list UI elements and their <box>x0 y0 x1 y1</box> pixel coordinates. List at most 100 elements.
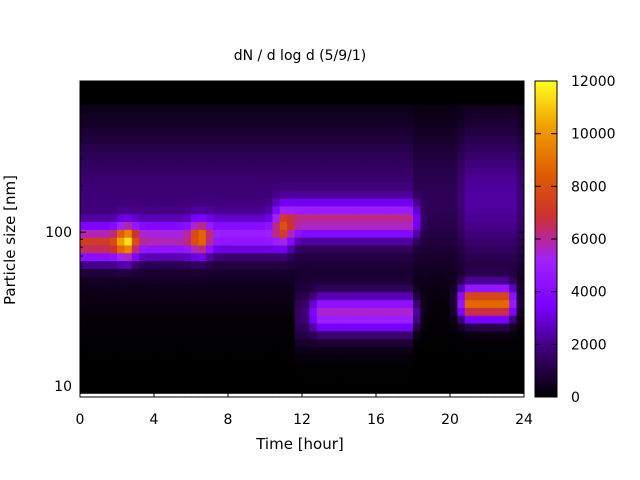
heatmap-cell <box>435 143 444 152</box>
heatmap-cell <box>464 330 473 340</box>
heatmap-cell <box>309 174 318 184</box>
heatmap-cell <box>324 244 333 254</box>
heatmap-cell <box>94 135 103 145</box>
heatmap-cell <box>117 338 125 347</box>
heatmap-cell <box>479 166 488 176</box>
heatmap-cell <box>235 322 244 332</box>
heatmap-cell <box>139 213 148 223</box>
heatmap-cell <box>235 135 244 145</box>
heatmap-cell <box>450 385 458 394</box>
heatmap-cell <box>464 166 473 176</box>
heatmap-cell <box>117 346 125 355</box>
heatmap-cell <box>457 283 466 293</box>
heatmap-cell <box>191 361 199 371</box>
heatmap-cell <box>368 135 377 145</box>
heatmap-cell <box>124 120 133 129</box>
heatmap-cell <box>265 307 273 316</box>
heatmap-cell <box>117 120 125 129</box>
heatmap-cell <box>272 361 281 371</box>
heatmap-cell <box>168 299 177 308</box>
heatmap-cell <box>405 120 414 129</box>
heatmap-cell <box>154 198 162 207</box>
heatmap-cell <box>501 159 510 168</box>
heatmap-cell <box>131 346 140 355</box>
heatmap-cell <box>413 198 421 207</box>
x-axis-label: Time [hour] <box>255 435 344 453</box>
heatmap-cell <box>309 213 318 223</box>
heatmap-cell <box>205 346 214 355</box>
heatmap-cell <box>324 307 333 316</box>
heatmap-cell <box>109 354 118 363</box>
heatmap-cell <box>376 260 384 269</box>
heatmap-cell <box>265 213 273 223</box>
heatmap-cell <box>420 104 429 113</box>
heatmap-cell <box>198 81 207 90</box>
heatmap-cell <box>213 354 222 363</box>
heatmap-cell <box>102 244 111 254</box>
heatmap-cell <box>235 159 244 168</box>
heatmap-cell <box>353 338 362 347</box>
heatmap-cell <box>257 330 266 340</box>
heatmap-cell <box>413 276 421 285</box>
heatmap-cell <box>324 190 333 199</box>
heatmap-cell <box>228 221 236 230</box>
colorbar-tick-label: 10000 <box>571 127 616 143</box>
heatmap-cell <box>302 159 310 168</box>
heatmap-cell <box>339 291 347 301</box>
heatmap-cell <box>235 120 244 129</box>
heatmap-cell <box>250 369 259 379</box>
heatmap-cell <box>242 268 251 277</box>
heatmap-cell <box>442 354 451 363</box>
heatmap-cell <box>368 143 377 152</box>
heatmap-cell <box>183 127 192 137</box>
heatmap-cell <box>324 127 333 137</box>
heatmap-cell <box>80 237 88 246</box>
heatmap-cell <box>457 127 466 137</box>
heatmap-cell <box>294 369 303 379</box>
heatmap-cell <box>353 291 362 301</box>
heatmap-cell <box>228 159 236 168</box>
heatmap-cell <box>442 369 451 379</box>
heatmap-cell <box>450 120 458 129</box>
heatmap-cell <box>302 198 310 207</box>
heatmap-cell <box>427 237 436 246</box>
heatmap-cell <box>472 174 481 184</box>
heatmap-cell <box>353 229 362 238</box>
heatmap-cell <box>413 260 421 269</box>
heatmap-cell <box>331 346 340 355</box>
heatmap-cell <box>464 369 473 379</box>
heatmap-cell <box>509 338 518 347</box>
heatmap-cell <box>331 151 340 160</box>
heatmap-cell <box>494 104 503 113</box>
heatmap-cell <box>168 127 177 137</box>
heatmap-cell <box>139 283 148 293</box>
heatmap-cell <box>161 322 170 332</box>
heatmap-cell <box>87 244 96 254</box>
heatmap-cell <box>494 205 503 215</box>
heatmap-cell <box>183 330 192 340</box>
heatmap-cell <box>494 291 503 301</box>
heatmap-cell <box>346 151 355 160</box>
heatmap-cell <box>124 159 133 168</box>
heatmap-cell <box>324 299 333 308</box>
heatmap-cell <box>368 330 377 340</box>
heatmap-cell <box>405 268 414 277</box>
heatmap-cell <box>183 159 192 168</box>
heatmap-cell <box>376 276 384 285</box>
heatmap-cell <box>242 104 251 113</box>
heatmap-cell <box>442 307 451 316</box>
heatmap-cell <box>339 182 347 191</box>
heatmap-cell <box>346 81 355 90</box>
heatmap-cell <box>139 237 148 246</box>
heatmap-cell <box>516 291 524 301</box>
heatmap-cell <box>257 354 266 363</box>
heatmap-cell <box>94 166 103 176</box>
heatmap-cell <box>168 276 177 285</box>
heatmap-cell <box>376 229 384 238</box>
heatmap-cell <box>287 260 296 269</box>
heatmap-cell <box>427 81 436 90</box>
heatmap-cell <box>279 166 288 176</box>
heatmap-cell <box>279 291 288 301</box>
heatmap-cell <box>131 159 140 168</box>
